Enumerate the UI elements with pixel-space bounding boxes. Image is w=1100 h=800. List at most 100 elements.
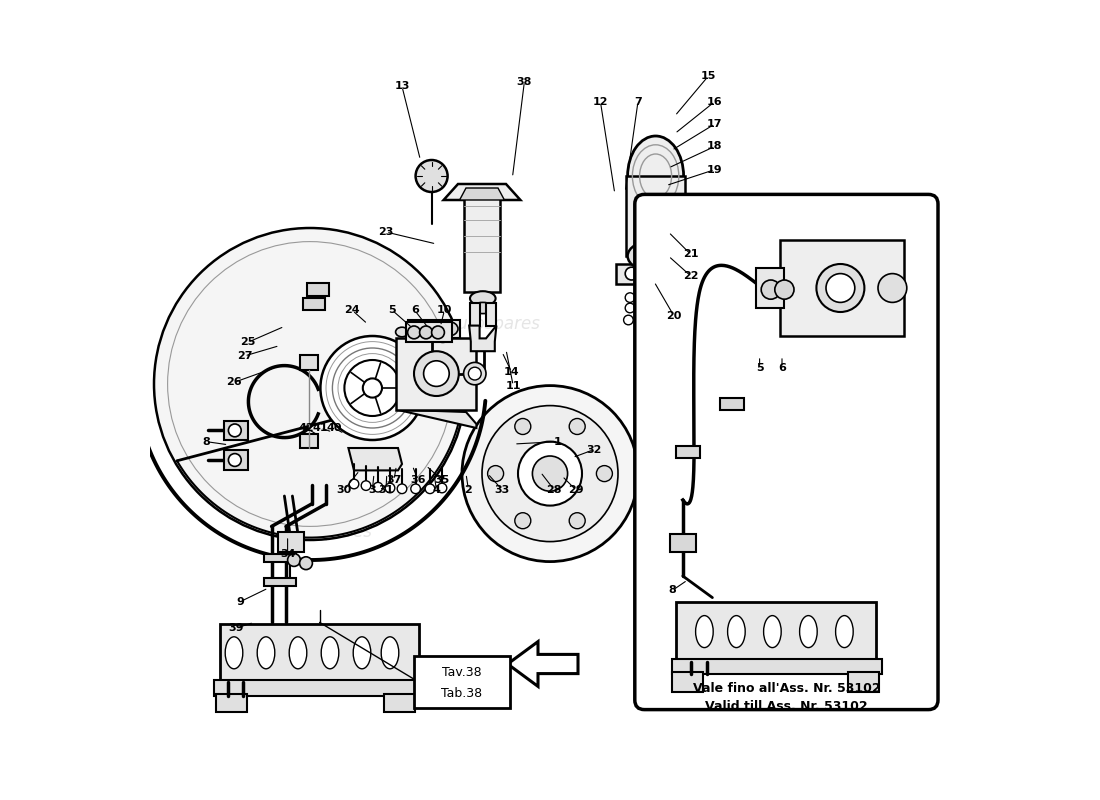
Text: 1: 1 bbox=[554, 437, 562, 446]
Text: 42: 42 bbox=[298, 423, 314, 433]
Bar bbox=[757, 268, 784, 308]
Polygon shape bbox=[396, 410, 476, 428]
Text: 5: 5 bbox=[388, 306, 396, 315]
Bar bbox=[626, 176, 685, 256]
Circle shape bbox=[673, 267, 686, 280]
Circle shape bbox=[816, 264, 865, 312]
Circle shape bbox=[332, 348, 412, 428]
Circle shape bbox=[469, 367, 481, 380]
Circle shape bbox=[518, 442, 582, 506]
Circle shape bbox=[349, 479, 359, 489]
Text: eurospares: eurospares bbox=[279, 523, 373, 541]
Bar bbox=[670, 534, 695, 552]
Text: Tav.38: Tav.38 bbox=[442, 666, 482, 679]
Text: 10: 10 bbox=[437, 306, 452, 315]
Text: 22: 22 bbox=[683, 271, 698, 281]
Text: Vale fino all'Ass. Nr. 53102: Vale fino all'Ass. Nr. 53102 bbox=[693, 682, 880, 694]
Bar bbox=[672, 659, 882, 674]
Ellipse shape bbox=[659, 300, 669, 305]
Circle shape bbox=[320, 336, 425, 440]
Circle shape bbox=[344, 360, 400, 416]
Bar bbox=[720, 398, 745, 410]
Circle shape bbox=[462, 386, 638, 562]
Bar bbox=[676, 602, 877, 662]
Ellipse shape bbox=[437, 333, 449, 342]
Text: Valid till Ass. Nr. 53102: Valid till Ass. Nr. 53102 bbox=[705, 700, 868, 713]
Circle shape bbox=[625, 303, 635, 313]
Text: 7: 7 bbox=[634, 97, 642, 106]
Ellipse shape bbox=[763, 616, 781, 648]
FancyBboxPatch shape bbox=[635, 194, 938, 710]
Text: 41: 41 bbox=[312, 423, 328, 433]
Text: 3: 3 bbox=[368, 485, 376, 494]
Ellipse shape bbox=[836, 616, 854, 648]
Circle shape bbox=[397, 484, 407, 494]
Text: 21: 21 bbox=[683, 250, 698, 259]
Bar bbox=[414, 656, 510, 708]
Text: 8: 8 bbox=[202, 437, 210, 446]
Circle shape bbox=[463, 362, 486, 385]
Bar bbox=[300, 434, 318, 448]
Ellipse shape bbox=[472, 302, 494, 314]
Circle shape bbox=[424, 361, 449, 386]
Circle shape bbox=[774, 280, 794, 299]
Ellipse shape bbox=[257, 637, 275, 669]
Circle shape bbox=[410, 484, 420, 494]
Circle shape bbox=[414, 351, 459, 396]
Circle shape bbox=[482, 406, 618, 542]
Bar bbox=[464, 198, 499, 292]
Text: 15: 15 bbox=[701, 71, 716, 81]
Circle shape bbox=[419, 326, 432, 338]
Circle shape bbox=[299, 557, 312, 570]
Circle shape bbox=[373, 482, 383, 492]
Polygon shape bbox=[616, 264, 697, 284]
Circle shape bbox=[625, 293, 635, 302]
Bar bbox=[406, 322, 452, 342]
Bar bbox=[224, 421, 249, 440]
Circle shape bbox=[625, 267, 638, 280]
Text: 29: 29 bbox=[568, 485, 583, 494]
Bar bbox=[224, 450, 249, 470]
Text: 30: 30 bbox=[337, 485, 352, 494]
Circle shape bbox=[683, 321, 693, 330]
Text: 39: 39 bbox=[229, 623, 244, 633]
Text: 25: 25 bbox=[240, 338, 255, 347]
Ellipse shape bbox=[408, 329, 420, 338]
Text: 26: 26 bbox=[227, 378, 242, 387]
Bar bbox=[302, 298, 326, 310]
Circle shape bbox=[569, 418, 585, 434]
Bar bbox=[264, 578, 296, 586]
Ellipse shape bbox=[226, 637, 243, 669]
Text: 19: 19 bbox=[707, 165, 723, 174]
Bar bbox=[676, 446, 701, 458]
Ellipse shape bbox=[727, 616, 745, 648]
Text: 32: 32 bbox=[586, 445, 602, 454]
Text: 18: 18 bbox=[707, 142, 723, 151]
Text: eurospares: eurospares bbox=[648, 523, 740, 541]
Bar bbox=[217, 694, 246, 712]
Bar bbox=[220, 624, 419, 682]
Bar bbox=[470, 303, 480, 326]
Circle shape bbox=[385, 483, 395, 493]
Circle shape bbox=[361, 481, 371, 490]
Ellipse shape bbox=[289, 637, 307, 669]
Text: eurospares: eurospares bbox=[448, 315, 540, 333]
Circle shape bbox=[761, 280, 780, 299]
Circle shape bbox=[154, 228, 466, 540]
Circle shape bbox=[229, 424, 241, 437]
Text: 36: 36 bbox=[410, 475, 426, 485]
Polygon shape bbox=[460, 188, 505, 200]
Ellipse shape bbox=[424, 331, 437, 341]
Polygon shape bbox=[470, 326, 496, 351]
Circle shape bbox=[408, 326, 420, 338]
Circle shape bbox=[229, 454, 241, 466]
Text: 2: 2 bbox=[464, 485, 472, 494]
Bar bbox=[672, 672, 703, 692]
Bar bbox=[780, 240, 904, 336]
Bar bbox=[486, 303, 496, 326]
Text: 33: 33 bbox=[494, 485, 509, 494]
Text: 13: 13 bbox=[394, 82, 409, 91]
Text: eurospares: eurospares bbox=[648, 315, 740, 333]
Text: 40: 40 bbox=[327, 423, 342, 433]
Bar bbox=[396, 338, 476, 410]
